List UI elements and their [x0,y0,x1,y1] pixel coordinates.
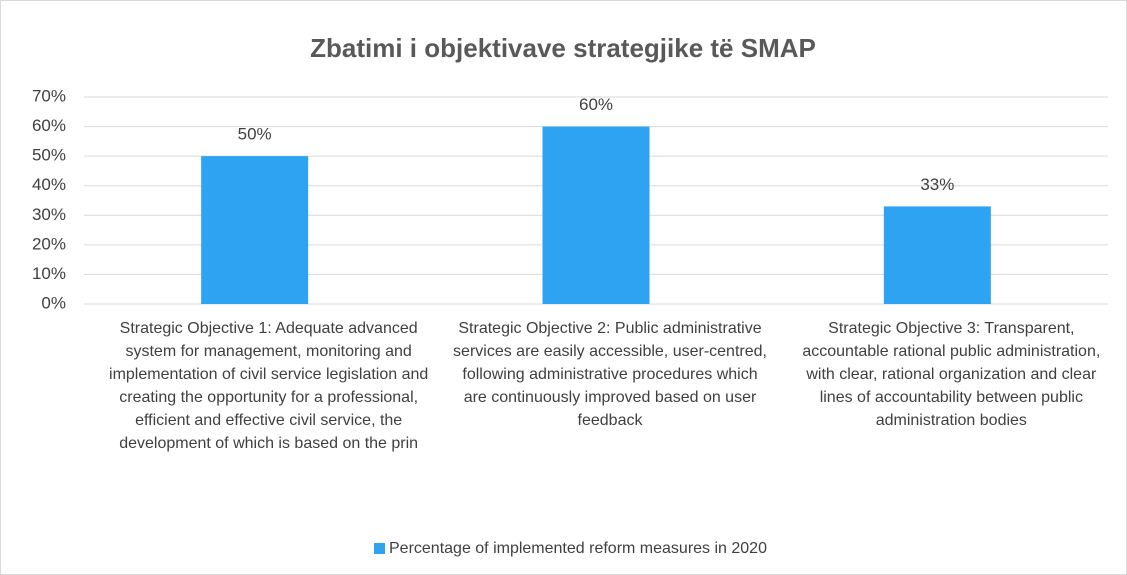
bar [883,206,991,304]
y-tick-label: 30% [32,205,66,224]
legend-swatch [374,543,385,554]
data-label: 33% [920,175,954,194]
x-tick-label: Strategic Objective 1: Adequate advanced… [109,320,429,452]
x-tick-label: Strategic Objective 3: Transparent, acco… [802,320,1101,429]
data-label: 60% [579,95,613,114]
y-tick-label: 50% [32,146,66,165]
bar [201,156,309,304]
y-tick-label: 10% [32,264,66,283]
legend-label: Percentage of implemented reform measure… [389,540,767,557]
y-tick-label: 70% [32,86,66,105]
y-tick-label: 60% [32,116,66,135]
y-tick-label: 20% [32,234,66,253]
data-label: 50% [238,125,272,144]
y-tick-label: 0% [41,293,66,312]
y-tick-label: 40% [32,175,66,194]
bar [542,126,650,304]
x-tick-label: Strategic Objective 2: Public administra… [453,320,767,429]
chart-title: Zbatimi i objektivave strategjike të SMA… [310,33,816,63]
